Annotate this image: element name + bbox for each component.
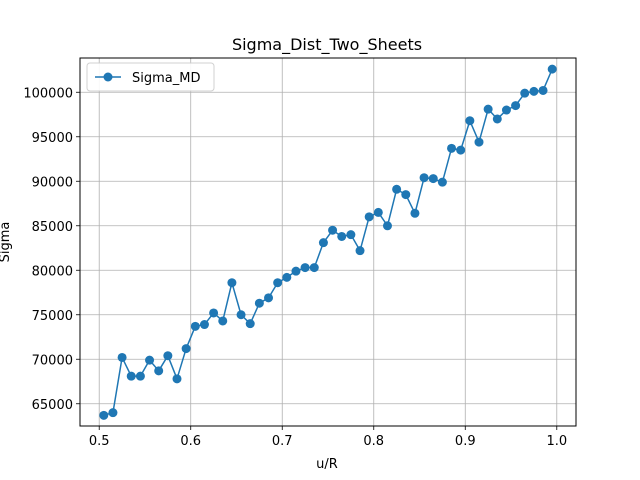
data-point [337,231,347,241]
x-axis: 0.5 0.6 0.7 0.8 0.9 1.0 [89,426,567,449]
data-point [236,310,246,320]
data-point [254,298,264,308]
data-point [181,344,191,354]
grid [80,58,576,426]
data-point [154,366,164,376]
data-point [538,85,548,95]
data-point [309,263,319,273]
data-point [300,263,310,273]
y-tick-label: 75000 [32,309,73,324]
data-point [474,137,484,147]
legend-box [86,62,215,92]
data-point [245,319,255,329]
chart-title: Sigma_Dist_Two_Sheets [232,35,422,55]
data-point [501,105,511,115]
data-point [209,308,219,318]
data-point [291,266,301,276]
y-axis: 65000 70000 75000 80000 85000 90000 95000 10000… [23,86,80,413]
data-point [264,293,274,303]
data-point [410,208,420,218]
data-point [227,278,237,288]
data-point [428,174,438,184]
data-point [108,408,118,418]
data-point [126,371,136,381]
legend-marker [103,72,113,82]
y-axis-label: Sigma [0,222,13,263]
data-point [218,316,228,326]
data-point [373,207,383,217]
data-point [465,116,475,126]
data-point [437,177,447,187]
data-point [163,351,173,361]
data-point [282,272,292,282]
data-point [456,145,466,155]
data-point [355,246,365,256]
y-tick-label: 95000 [32,131,73,146]
data-point [401,190,411,200]
data-point [99,410,109,420]
series-layer [99,64,557,420]
y-tick-label: 65000 [32,398,73,413]
data-point [392,184,402,194]
data-point [364,212,374,222]
data-point [529,86,539,96]
data-point [547,64,557,74]
x-tick-label: 0.5 [89,434,110,449]
data-point [483,104,493,114]
x-axis-label: u/R [316,457,338,472]
legend: Sigma_MD [86,62,215,92]
y-tick-label: 100000 [23,86,73,101]
y-tick-label: 85000 [32,220,73,235]
data-point [318,238,328,248]
x-tick-label: 0.7 [272,434,293,449]
data-point [447,143,457,153]
data-point [520,88,530,98]
data-point [117,352,127,362]
x-tick-label: 0.9 [455,434,476,449]
data-point [273,278,283,288]
data-point [492,114,502,124]
data-point [190,321,200,331]
data-point [145,355,155,365]
x-tick-label: 1.0 [546,434,567,449]
data-point [135,371,145,381]
x-tick-label: 0.8 [363,434,384,449]
y-tick-label: 70000 [32,353,73,368]
data-point [382,221,392,231]
legend-label: Sigma_MD [132,71,200,86]
data-point [346,230,356,240]
plot-frame [79,57,577,427]
data-point [328,225,338,235]
y-tick-label: 90000 [32,175,73,190]
x-tick-label: 0.6 [180,434,201,449]
data-point [172,374,182,384]
data-point [419,173,429,183]
data-point [199,320,209,330]
y-tick-label: 80000 [32,264,73,279]
data-point [511,101,521,111]
